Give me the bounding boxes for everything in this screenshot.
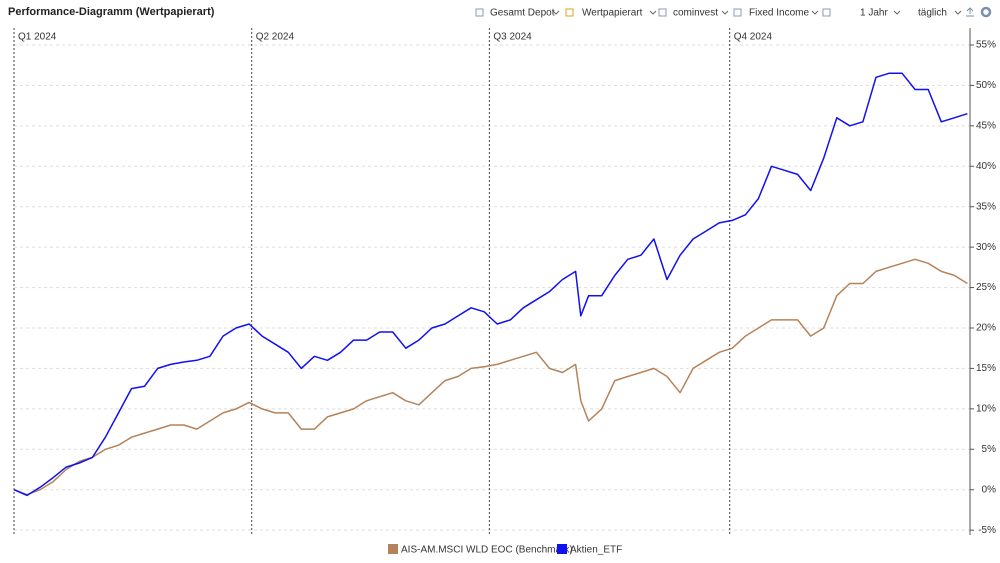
- checkbox-icon: [822, 8, 831, 17]
- dropdown-label[interactable]: cominvest: [673, 8, 718, 19]
- checkbox-icon: [475, 8, 484, 17]
- settings-icon[interactable]: [980, 6, 992, 18]
- dropdown-label[interactable]: täglich: [918, 8, 947, 19]
- legend-label: AIS-AM.MSCI WLD EOC (Benchmark): [401, 545, 573, 556]
- chart-title: Performance-Diagramm (Wertpapierart): [8, 6, 215, 18]
- dropdown-label[interactable]: Fixed Income: [749, 8, 809, 19]
- dropdown-arrow: [721, 10, 729, 15]
- quarter-label: Q1 2024: [18, 32, 57, 43]
- checkbox-icon: [565, 8, 574, 17]
- legend-swatch: [388, 544, 398, 554]
- y-tick-label: 0%: [982, 484, 997, 495]
- y-tick-label: 55%: [976, 40, 996, 51]
- legend-swatch: [557, 544, 567, 554]
- y-tick-label: 25%: [976, 282, 996, 293]
- legend-label: Aktien_ETF: [570, 545, 622, 556]
- dropdown-arrow: [552, 10, 560, 15]
- dropdown-label[interactable]: Gesamt Depot: [490, 8, 555, 19]
- y-tick-label: 35%: [976, 201, 996, 212]
- y-tick-label: 5%: [982, 444, 997, 455]
- quarter-label: Q2 2024: [256, 32, 295, 43]
- y-tick-label: 20%: [976, 323, 996, 334]
- y-tick-label: 50%: [976, 80, 996, 91]
- dropdown-arrow: [649, 10, 657, 15]
- y-tick-label: 15%: [976, 363, 996, 374]
- series-line: [13, 72, 968, 497]
- quarter-label: Q4 2024: [734, 32, 773, 43]
- series-line: [13, 258, 968, 496]
- y-tick-label: -5%: [978, 525, 996, 536]
- dropdown-arrow: [893, 10, 901, 15]
- export-icon[interactable]: [966, 7, 974, 17]
- checkbox-icon: [733, 8, 742, 17]
- dropdown-arrow: [954, 10, 962, 15]
- dropdown-arrow: [811, 10, 819, 15]
- dropdown-label[interactable]: Wertpapierart: [582, 8, 643, 19]
- checkbox-icon: [658, 8, 667, 17]
- y-tick-label: 40%: [976, 161, 996, 172]
- y-tick-label: 30%: [976, 242, 996, 253]
- y-tick-label: 10%: [976, 403, 996, 414]
- dropdown-label[interactable]: 1 Jahr: [860, 8, 888, 19]
- quarter-label: Q3 2024: [493, 32, 532, 43]
- y-tick-label: 45%: [976, 120, 996, 131]
